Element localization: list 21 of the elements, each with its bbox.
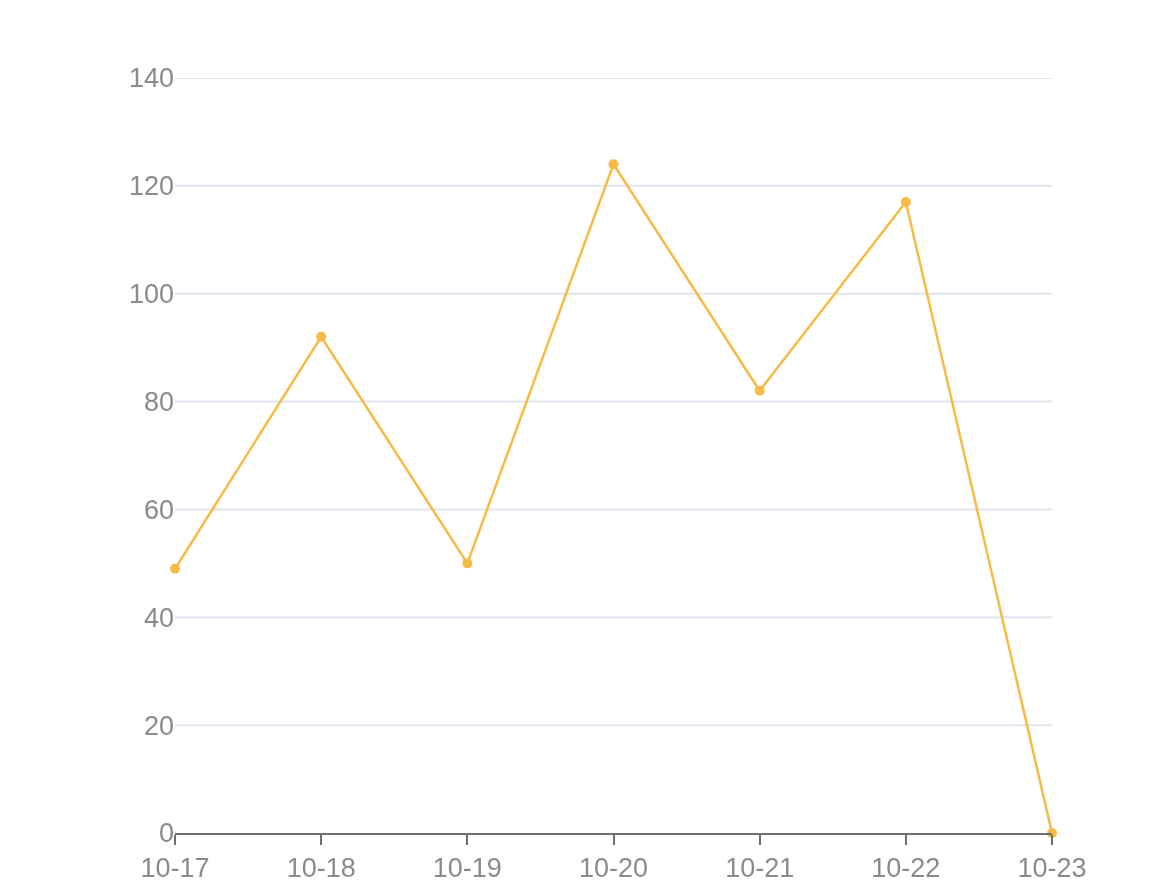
y-tick-label: 60: [143, 494, 174, 525]
y-tick-label: 0: [158, 818, 174, 849]
point: [316, 331, 327, 342]
x-tick-label: 10-23: [1017, 853, 1087, 884]
point: [462, 558, 473, 569]
point: [608, 159, 619, 170]
point: [900, 197, 911, 208]
y-tick-label: 100: [128, 279, 174, 310]
x-tick-label: 10-20: [578, 853, 649, 884]
point: [754, 385, 765, 396]
y-tick-label: 20: [143, 710, 174, 741]
y-tick-label: 120: [128, 171, 174, 202]
x-tick-label: 10-21: [725, 853, 795, 884]
y-tick-label: 140: [128, 63, 174, 94]
x-tick-label: 10-17: [140, 853, 210, 884]
x-tick-label: 10-18: [286, 853, 356, 884]
x-tick-label: 10-19: [432, 853, 502, 884]
point: [170, 563, 180, 574]
x-tick-label: 10-22: [871, 853, 941, 884]
y-tick-label: 80: [143, 387, 174, 418]
y-tick-label: 40: [143, 602, 174, 633]
